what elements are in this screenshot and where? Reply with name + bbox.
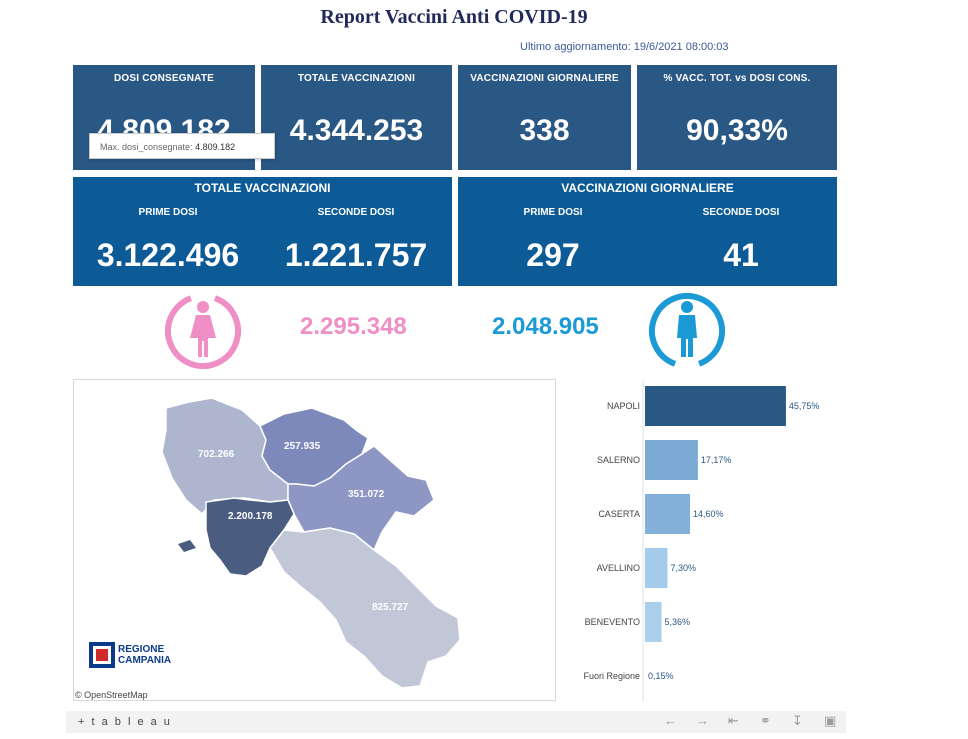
- logo-line2: CAMPANIA: [118, 655, 171, 666]
- bar-benevento[interactable]: [645, 602, 662, 642]
- regione-campania-logo: REGIONE CAMPANIA: [89, 642, 171, 668]
- bar-value-label: 45,75%: [789, 401, 820, 411]
- kpi-percent-vacc[interactable]: % VACC. TOT. vs DOSI CONS. 90,33%: [637, 65, 837, 170]
- prime-dosi-value: 3.122.496: [96, 237, 240, 273]
- bar-value-label: 14,60%: [693, 509, 724, 519]
- bar-category-label: Fuori Regione: [583, 671, 640, 681]
- kpi-label: VACCINAZIONI GIORNALIERE: [470, 73, 619, 84]
- label-benevento: 257.935: [284, 441, 321, 452]
- label-caserta: 702.266: [198, 449, 235, 460]
- kpi-label: DOSI CONSEGNATE: [113, 73, 215, 84]
- panel-title: VACCINAZIONI GIORNALIERE: [561, 181, 734, 195]
- kpi-value: 90,33%: [686, 114, 788, 147]
- bar-value-label: 5,36%: [665, 617, 691, 627]
- tableau-logo[interactable]: + t a b l e a u: [78, 716, 172, 728]
- bar-category-label: AVELLINO: [597, 563, 640, 573]
- undo-icon[interactable]: ←: [664, 713, 677, 728]
- prime-dosi-value: 297: [526, 237, 580, 273]
- tooltip: Max. dosi_consegnate: 4.809.182: [89, 133, 275, 159]
- share-icon[interactable]: ⚭: [760, 713, 771, 728]
- tableau-toolbar: [66, 711, 846, 733]
- tooltip-label: Max. dosi_consegnate:: [100, 142, 193, 152]
- bar-category-label: NAPOLI: [607, 401, 640, 411]
- kpi-label: TOTALE VACCINAZIONI: [297, 73, 416, 84]
- bar-caserta[interactable]: [645, 494, 690, 534]
- bar-napoli[interactable]: [645, 386, 786, 426]
- panel-title: TOTALE VACCINAZIONI: [194, 181, 331, 195]
- revert-icon[interactable]: ⇤: [728, 713, 739, 728]
- prime-dosi-label: PRIME DOSI: [523, 207, 583, 218]
- panel-totale-vaccinazioni[interactable]: TOTALE VACCINAZIONI PRIME DOSI SECONDE D…: [73, 177, 452, 286]
- label-avellino: 351.072: [348, 489, 385, 500]
- male-vaccinations: 2.048.905: [492, 313, 599, 340]
- bar-category-label: SALERNO: [597, 455, 640, 465]
- panel-vaccinazioni-giornaliere[interactable]: VACCINAZIONI GIORNALIERE PRIME DOSI SECO…: [458, 177, 837, 286]
- kpi-totale-vaccinazioni[interactable]: TOTALE VACCINAZIONI 4.344.253: [261, 65, 452, 170]
- redo-icon[interactable]: →: [696, 713, 709, 728]
- bar-category-label: CASERTA: [598, 509, 640, 519]
- province-salerno[interactable]: [269, 527, 461, 689]
- bar-category-label: BENEVENTO: [585, 617, 640, 627]
- seconde-dosi-value: 41: [723, 237, 759, 273]
- province-bar-chart[interactable]: NAPOLI 45,75% SALERNO 17,17% CASERTA 14,60% AV…: [566, 380, 840, 702]
- last-updated: Ultimo aggiornamento: 19/6/2021 08:00:03: [520, 41, 729, 53]
- logo-line1: REGIONE: [118, 644, 164, 655]
- kpi-vaccinazioni-giornaliere[interactable]: VACCINAZIONI GIORNALIERE 338: [458, 65, 631, 170]
- bar-chart-svg[interactable]: NAPOLI 45,75% SALERNO 17,17% CASERTA 14,60% AV…: [566, 380, 840, 702]
- bar-value-label: 7,30%: [670, 563, 696, 573]
- seconde-dosi-value: 1.221.757: [284, 237, 428, 273]
- bar-value-label: 17,17%: [701, 455, 732, 465]
- tooltip-value: 4.809.182: [195, 142, 236, 152]
- island-napoli[interactable]: [178, 540, 196, 552]
- page-title: Report Vaccini Anti COVID-19: [320, 6, 588, 28]
- bar-salerno[interactable]: [645, 440, 698, 480]
- map-attribution[interactable]: © OpenStreetMap: [75, 690, 148, 700]
- male-icon: [649, 293, 725, 369]
- label-salerno: 825.727: [372, 602, 409, 613]
- seconde-dosi-label: SECONDE DOSI: [702, 207, 780, 218]
- download-icon[interactable]: ↧: [792, 713, 803, 728]
- campania-map[interactable]: 702.266 257.935 351.072 2.200.178 825.72…: [73, 379, 556, 701]
- bar-avellino[interactable]: [645, 548, 668, 588]
- female-icon: [165, 293, 241, 369]
- female-vaccinations: 2.295.348: [300, 313, 407, 340]
- kpi-label: % VACC. TOT. vs DOSI CONS.: [663, 73, 811, 84]
- label-napoli: 2.200.178: [228, 511, 273, 522]
- fullscreen-icon[interactable]: ▣: [824, 713, 837, 728]
- prime-dosi-label: PRIME DOSI: [138, 207, 198, 218]
- kpi-value: 4.344.253: [289, 114, 424, 147]
- map-svg[interactable]: 702.266 257.935 351.072 2.200.178 825.72…: [74, 380, 556, 701]
- seconde-dosi-label: SECONDE DOSI: [317, 207, 395, 218]
- bar-value-label: 0,15%: [648, 671, 674, 681]
- kpi-value: 338: [519, 114, 570, 147]
